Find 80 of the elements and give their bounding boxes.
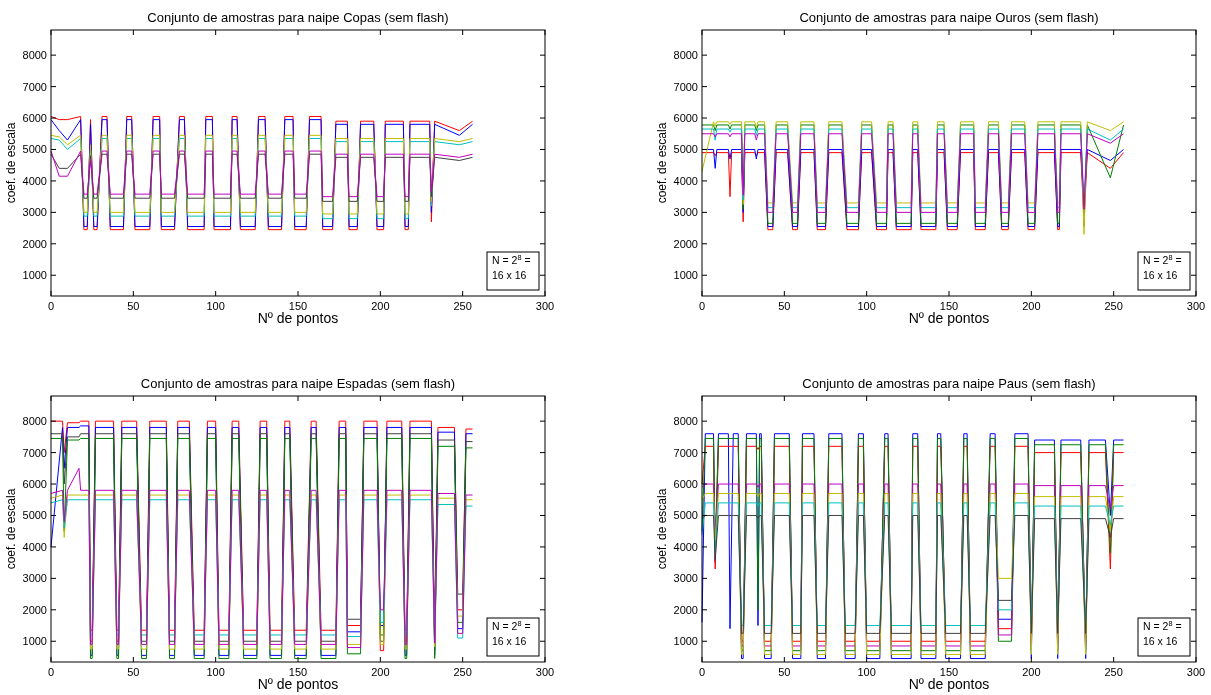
y-tick-label: 2000: [22, 603, 47, 616]
y-tick-label: 3000: [673, 572, 698, 585]
x-tick-label: 50: [778, 300, 791, 312]
x-tick-label: 0: [698, 300, 706, 312]
y-axis-title: coef. de escala: [655, 122, 669, 204]
x-tick-label: 0: [698, 666, 706, 678]
x-tick-label: 250: [1104, 300, 1123, 312]
x-axis-title: Nº de pontos: [257, 676, 339, 692]
x-tick-label: 200: [371, 666, 390, 678]
annotation: 16 x 16: [1143, 635, 1178, 647]
x-tick-label: 300: [1186, 666, 1206, 678]
x-axis-title: Nº de pontos: [908, 676, 990, 692]
y-tick-label: 8000: [22, 49, 47, 62]
y-tick-label: 5000: [22, 509, 47, 522]
x-tick-label: 200: [1022, 300, 1041, 312]
annotation: 16 x 16: [1143, 269, 1178, 281]
x-tick-label: 50: [778, 666, 791, 678]
x-tick-label: 50: [127, 300, 140, 312]
x-tick-label: 200: [371, 300, 390, 312]
x-tick-label: 250: [453, 300, 472, 312]
y-axis-title: coef. de escala: [655, 488, 669, 570]
x-tick-label: 250: [1104, 666, 1123, 678]
x-tick-label: 0: [47, 666, 55, 678]
y-tick-label: 6000: [673, 112, 698, 125]
y-tick-label: 2000: [673, 237, 698, 250]
chart-title: Conjunto de amostras para naipe Ouros (sem flash): [799, 10, 1099, 25]
x-tick-label: 200: [1022, 666, 1041, 678]
y-tick-label: 3000: [22, 206, 47, 219]
y-tick-label: 3000: [673, 206, 698, 219]
y-tick-label: 8000: [673, 49, 698, 62]
y-tick-label: 1000: [673, 635, 698, 648]
y-tick-label: 2000: [673, 603, 698, 616]
y-tick-label: 5000: [673, 143, 698, 156]
annotation: N = 2$^{8}$ =: [1143, 252, 1182, 266]
y-tick-label: 5000: [673, 509, 698, 522]
x-tick-label: 300: [535, 300, 555, 312]
y-tick-label: 6000: [673, 478, 698, 491]
annotation: N = 2$^{8}$ =: [492, 618, 531, 632]
x-tick-label: 250: [453, 666, 472, 678]
x-tick-label: 50: [127, 666, 140, 678]
y-tick-label: 4000: [673, 174, 698, 187]
y-tick-label: 7000: [673, 80, 698, 93]
y-axis-title: coef. de escala: [4, 488, 18, 570]
y-tick-label: 6000: [22, 112, 47, 125]
x-tick-label: 300: [1186, 300, 1206, 312]
x-axis-title: Nº de pontos: [908, 310, 990, 326]
x-tick-label: 150: [939, 666, 959, 678]
x-tick-label: 150: [288, 300, 308, 312]
y-tick-label: 3000: [22, 572, 47, 585]
y-tick-label: 4000: [22, 174, 47, 187]
annotation: 16 x 16: [492, 635, 527, 647]
y-tick-label: 1000: [673, 269, 698, 282]
annotation: 16 x 16: [492, 269, 527, 281]
annotation: N = 2$^{8}$ =: [1143, 618, 1182, 632]
x-tick-label: 300: [535, 666, 555, 678]
x-tick-label: 0: [47, 300, 55, 312]
y-tick-label: 7000: [673, 446, 698, 459]
x-axis-title: Nº de pontos: [257, 310, 339, 326]
y-tick-label: 7000: [22, 80, 47, 93]
y-tick-label: 5000: [22, 143, 47, 156]
annotation: N = 2$^{8}$ =: [492, 252, 531, 266]
x-tick-label: 150: [939, 300, 959, 312]
x-tick-label: 150: [288, 666, 308, 678]
y-tick-label: 1000: [22, 635, 47, 648]
y-tick-label: 4000: [22, 540, 47, 553]
x-tick-label: 100: [857, 666, 876, 678]
y-tick-label: 8000: [22, 415, 47, 428]
y-tick-label: 8000: [673, 415, 698, 428]
y-tick-label: 6000: [22, 478, 47, 491]
x-tick-label: 100: [206, 666, 225, 678]
y-tick-label: 1000: [22, 269, 47, 282]
x-tick-label: 100: [857, 300, 876, 312]
y-tick-label: 7000: [22, 446, 47, 459]
x-tick-label: 100: [206, 300, 225, 312]
y-tick-label: 4000: [673, 540, 698, 553]
chart-title: Conjunto de amostras para naipe Copas (sem flash): [147, 10, 449, 25]
y-axis-title: coef. de escala: [4, 122, 18, 204]
chart-title: Conjunto de amostras para naipe Paus (sem flash): [802, 376, 1096, 391]
chart-title: Conjunto de amostras para naipe Espadas (sem flash): [140, 376, 456, 391]
y-tick-label: 2000: [22, 237, 47, 250]
